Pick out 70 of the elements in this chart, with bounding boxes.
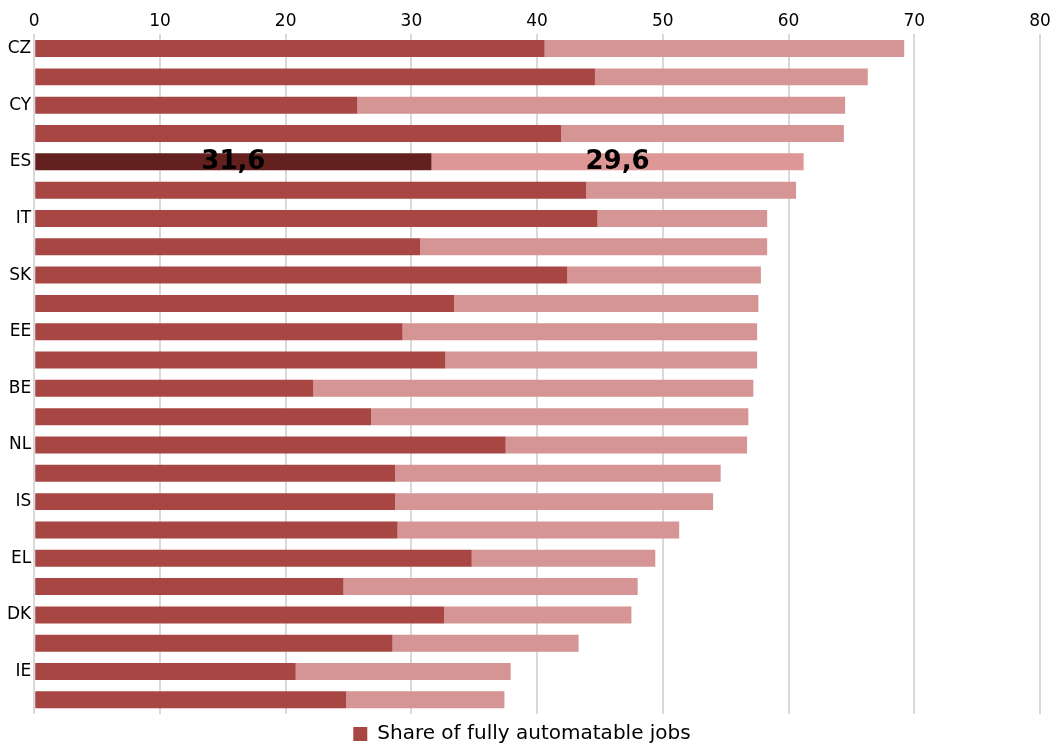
y-tick-label: IE [15, 659, 32, 680]
bar [35, 606, 445, 624]
bar [392, 634, 579, 652]
bar [35, 181, 587, 199]
bar [471, 549, 656, 567]
data-label: 29,6 [585, 144, 650, 175]
bar [35, 408, 372, 426]
legend-label: Share of fully automatable jobs [377, 720, 691, 745]
bar [35, 96, 358, 114]
bar [444, 606, 632, 624]
bar [35, 663, 296, 681]
x-tick-label: 0 [28, 9, 40, 30]
y-tick-label: CY [9, 93, 32, 114]
bar [454, 294, 759, 312]
bar [586, 181, 797, 199]
bar [35, 266, 568, 284]
bar [544, 40, 905, 58]
x-tick-label: 60 [777, 9, 800, 30]
bar [420, 238, 768, 256]
bar [397, 521, 680, 539]
y-tick-label: NL [9, 433, 32, 454]
bar [35, 521, 398, 539]
bar [35, 464, 396, 482]
bar [402, 323, 758, 341]
x-tick-label: 10 [149, 9, 171, 30]
bar [35, 634, 393, 652]
y-tick-label: ES [9, 150, 32, 171]
y-tick-label: EE [9, 320, 32, 341]
bar [35, 351, 446, 369]
bar [35, 436, 506, 454]
bar [35, 125, 562, 142]
data-label: 31,6 [201, 144, 266, 175]
y-tick-label: CZ [7, 36, 32, 57]
bar [567, 266, 761, 284]
x-tick-label: 20 [274, 9, 297, 30]
bar [35, 238, 421, 256]
x-tick-label: 80 [1029, 9, 1051, 30]
bar [371, 408, 749, 426]
y-tick-label: BE [8, 376, 32, 397]
bar [395, 493, 714, 511]
bar [395, 464, 721, 482]
y-tick-label: SK [9, 263, 33, 284]
bar [35, 68, 595, 86]
bar [343, 578, 638, 596]
bar [445, 351, 758, 369]
bar [357, 96, 846, 114]
bar [295, 663, 511, 681]
bar [313, 379, 754, 397]
y-tick-label: IS [15, 490, 32, 511]
bar [35, 209, 598, 227]
bar [35, 294, 455, 312]
y-tick-label: IT [15, 206, 32, 227]
bar [561, 125, 844, 142]
x-tick-label: 70 [903, 9, 926, 30]
bar [346, 691, 505, 709]
x-tick-label: 30 [400, 9, 423, 30]
bar [35, 40, 545, 58]
y-tick-label: EL [11, 546, 32, 567]
bar [35, 549, 472, 567]
x-tick-label: 50 [652, 9, 674, 30]
x-tick-label: 40 [526, 9, 548, 30]
bar [35, 691, 347, 709]
bar [505, 436, 748, 454]
y-tick-label: DK [6, 603, 33, 624]
bar [35, 578, 344, 596]
bar [594, 68, 868, 86]
bar [35, 379, 314, 397]
bar [35, 493, 396, 511]
bar [597, 209, 768, 227]
bar [35, 323, 403, 341]
